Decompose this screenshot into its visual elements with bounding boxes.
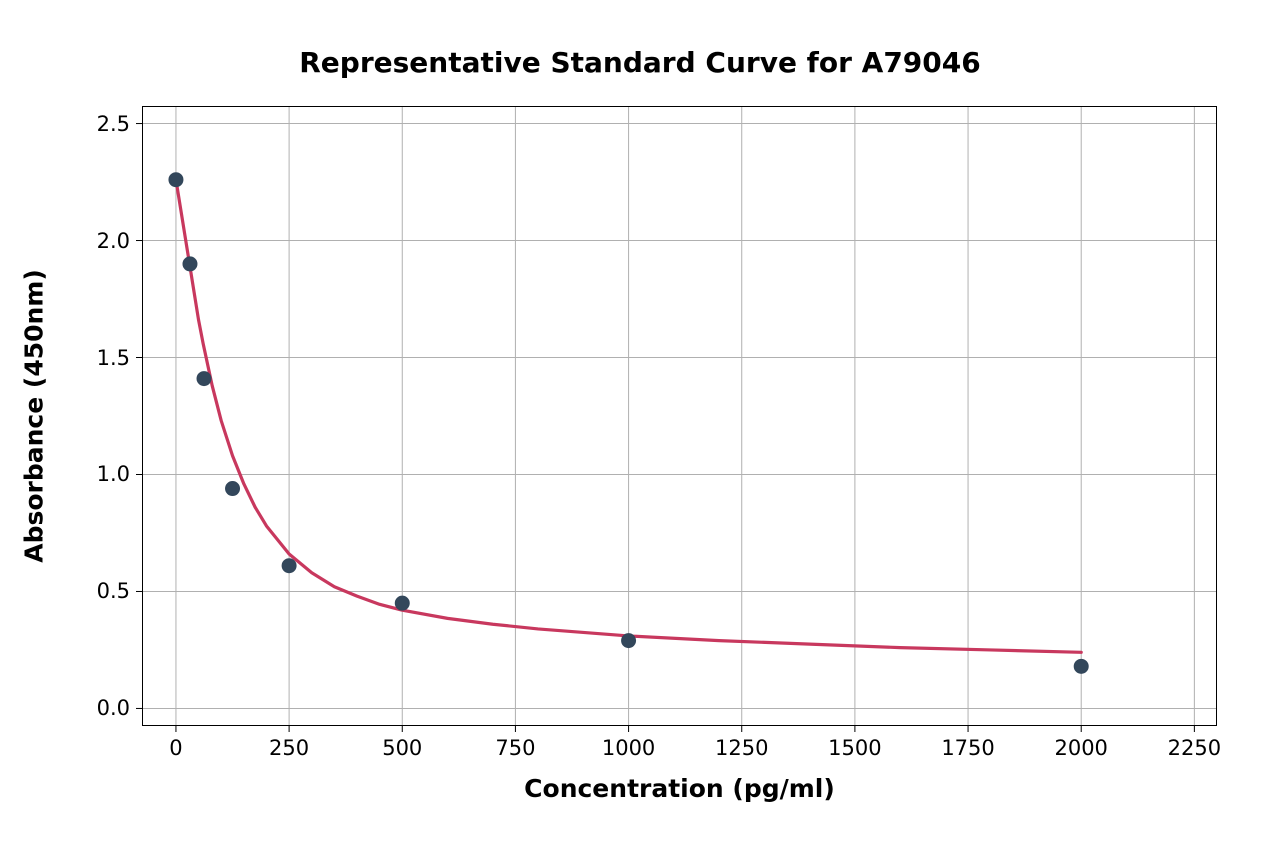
y-tick-label: 2.0: [97, 229, 130, 253]
x-tick-label: 500: [382, 736, 422, 760]
x-tick-label: 2250: [1168, 736, 1221, 760]
x-tick-label: 2000: [1054, 736, 1107, 760]
x-tick-label: 1500: [828, 736, 881, 760]
y-axis-label: Absorbance (450nm): [20, 106, 49, 726]
x-tick-label: 750: [495, 736, 535, 760]
y-tick-label: 1.0: [97, 462, 130, 486]
plot-border: [142, 106, 1217, 726]
y-tick-label: 2.5: [97, 112, 130, 136]
x-tick-label: 1250: [715, 736, 768, 760]
y-tick-label: 0.0: [97, 696, 130, 720]
x-tick-label: 1000: [602, 736, 655, 760]
x-tick-label: 250: [269, 736, 309, 760]
y-tick-label: 1.5: [97, 346, 130, 370]
x-axis-label: Concentration (pg/ml): [142, 774, 1217, 803]
y-tick-label: 0.5: [97, 579, 130, 603]
x-tick-label: 0: [169, 736, 182, 760]
chart-title: Representative Standard Curve for A79046: [0, 46, 1280, 79]
plot-area: [142, 106, 1217, 726]
figure: Representative Standard Curve for A79046…: [0, 0, 1280, 845]
x-tick-label: 1750: [941, 736, 994, 760]
